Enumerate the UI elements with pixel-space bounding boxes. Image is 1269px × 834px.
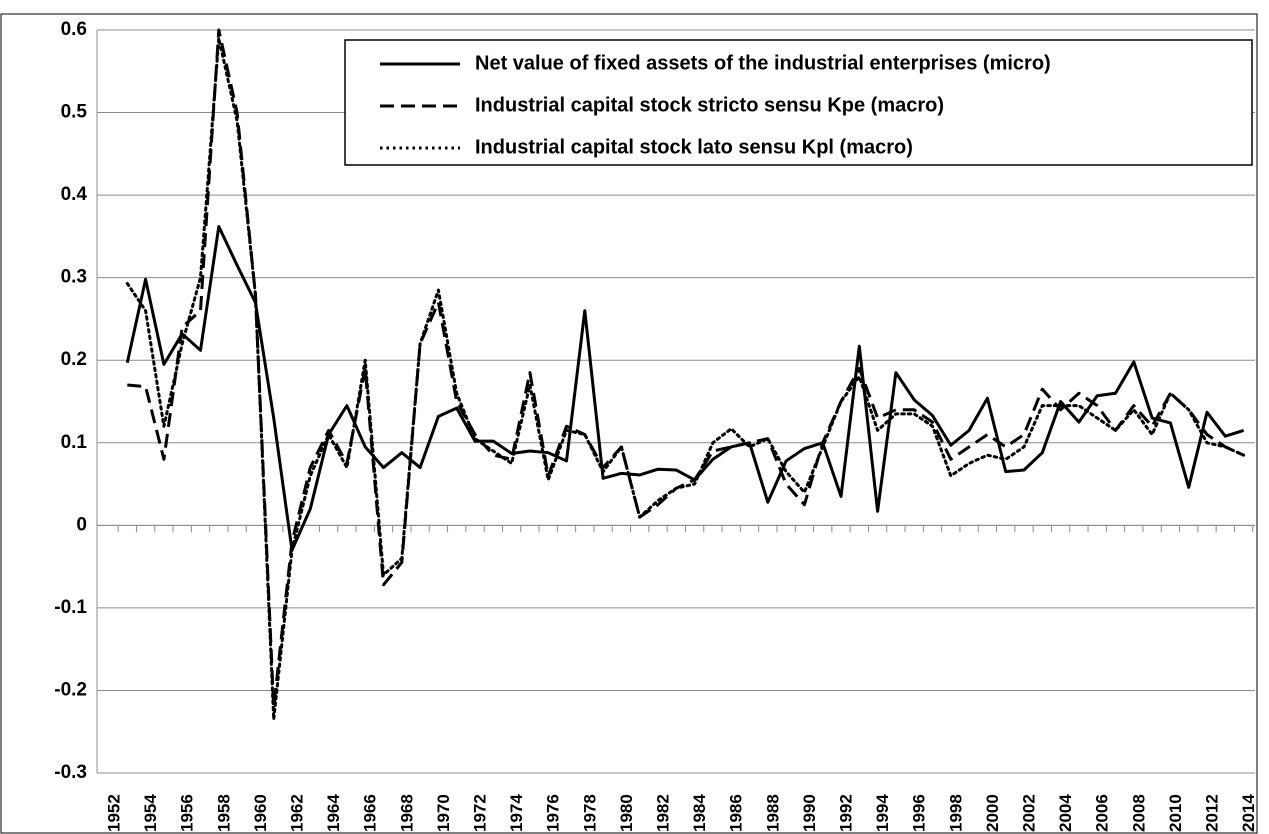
legend-label: Net value of fixed assets of the industr…	[475, 52, 1051, 74]
x-tick-label: 1974	[507, 794, 526, 832]
legend-box	[344, 39, 1253, 166]
y-tick-label: -0.2	[54, 679, 87, 700]
x-tick-label: 1984	[690, 794, 709, 832]
y-tick-label: 0.6	[61, 19, 87, 40]
x-tick-label: 1966	[361, 794, 380, 832]
x-tick-label: 1996	[910, 794, 929, 832]
x-tick-label: 1954	[141, 794, 160, 832]
x-tick-label: 1988	[763, 794, 782, 832]
x-tick-label: 1998	[946, 794, 965, 832]
x-tick-label: 2014	[1239, 794, 1258, 832]
y-tick-label: 0.2	[61, 349, 87, 370]
x-tick-label: 2000	[983, 794, 1002, 832]
x-tick-label: 1962	[287, 794, 306, 832]
x-tick-label: 2012	[1202, 794, 1221, 832]
x-tick-label: 1994	[873, 794, 892, 832]
x-tick-label: 2010	[1166, 794, 1185, 832]
x-tick-label: 2008	[1129, 794, 1148, 832]
x-tick-label: 1982	[653, 794, 672, 832]
x-tick-label: 2006	[1093, 794, 1112, 832]
legend-label: Industrial capital stock stricto sensu K…	[475, 94, 944, 116]
y-tick-label: 0.4	[61, 184, 88, 205]
x-tick-label: 1976	[544, 794, 563, 832]
y-tick-label: -0.3	[54, 762, 87, 783]
x-tick-label: 1952	[104, 794, 123, 832]
x-tick-label: 2002	[1019, 794, 1038, 832]
y-tick-label: 0.5	[61, 102, 88, 123]
y-tick-label: 0	[76, 514, 87, 535]
x-tick-label: 1990	[800, 794, 819, 832]
x-tick-label: 1964	[324, 794, 343, 832]
x-tick-label: 2004	[1056, 794, 1075, 832]
series-line	[125, 36, 1246, 721]
series-line	[125, 224, 1245, 552]
x-tick-label: 1972	[470, 794, 489, 832]
x-tick-label: 1958	[214, 794, 233, 832]
x-tick-label: 1970	[434, 794, 453, 832]
y-tick-label: 0.1	[61, 432, 88, 453]
x-tick-label: 1968	[397, 794, 416, 832]
x-tick-label: 1986	[727, 794, 746, 832]
x-tick-label: 1992	[836, 794, 855, 832]
legend-label: Industrial capital stock lato sensu Kpl …	[475, 136, 913, 158]
y-tick-label: -0.1	[54, 597, 87, 618]
x-tick-label: 1956	[178, 794, 197, 832]
y-tick-label: 0.3	[61, 267, 87, 288]
x-tick-label: 1960	[251, 794, 270, 832]
x-tick-label: 1978	[580, 794, 599, 832]
x-tick-label: 1980	[617, 794, 636, 832]
